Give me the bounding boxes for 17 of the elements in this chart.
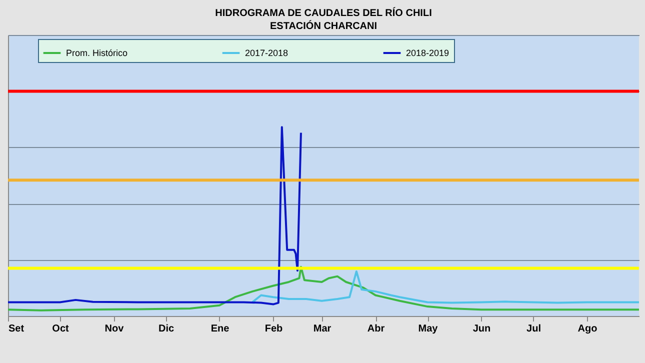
x-tick-label: Abr <box>367 324 385 334</box>
chart-title: HIDROGRAMA DE CAUDALES DEL RÍO CHILI <box>215 7 432 19</box>
x-tick-label: Oct <box>52 324 70 334</box>
legend-label: Prom. Histórico <box>66 48 128 58</box>
x-tick-label: Nov <box>104 324 124 334</box>
x-tick-label: Ago <box>578 324 598 334</box>
x-tick-label: Jun <box>472 324 491 334</box>
legend-label: 2017-2018 <box>245 48 288 58</box>
chart-subtitle: ESTACIÓN CHARCANI <box>270 20 378 32</box>
x-tick-label: Feb <box>264 324 283 334</box>
x-tick-label: Set <box>8 324 25 334</box>
x-tick-label: Ene <box>210 324 230 334</box>
x-tick-label: Jul <box>526 324 542 334</box>
x-tick-label: May <box>418 324 438 334</box>
x-tick-label: Mar <box>313 324 332 334</box>
x-tick-label: Dic <box>158 324 174 334</box>
legend-label: 2018-2019 <box>406 48 450 58</box>
